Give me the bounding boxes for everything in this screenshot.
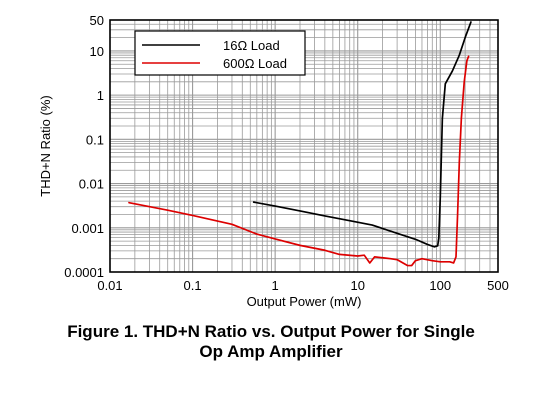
figure-caption-line-2: Op Amp Amplifier <box>199 342 343 361</box>
y-tick-label: 0.0001 <box>64 265 104 280</box>
x-tick-label: 1 <box>272 278 279 293</box>
x-tick-label: 0.1 <box>184 278 202 293</box>
x-tick-label: 100 <box>429 278 451 293</box>
legend-box <box>134 30 306 76</box>
y-tick-label: 1 <box>97 88 104 103</box>
series-layer <box>128 21 472 267</box>
tick-labels: 0.01 0.1 1 10 100 500 50 10 1 0.1 0.01 0.001 0.0001 <box>64 13 509 293</box>
y-tick-label: 10 <box>90 44 104 59</box>
plot-frame <box>109 19 499 273</box>
series-line-600ohm <box>128 55 470 267</box>
x-tick-label: 500 <box>487 278 509 293</box>
y-tick-label: 0.001 <box>71 221 104 236</box>
series-line-16ohm <box>252 21 472 248</box>
x-tick-label: 0.01 <box>97 278 122 293</box>
y-tick-label: 0.1 <box>86 132 104 147</box>
figure-caption-line-1: Figure 1. THD+N Ratio vs. Output Power f… <box>67 322 475 341</box>
legend-label-16ohm: 16Ω Load <box>223 38 280 53</box>
x-axis-title: Output Power (mW) <box>247 294 362 309</box>
y-axis-title: THD+N Ratio (%) <box>38 95 53 197</box>
figure-caption: Figure 1. THD+N Ratio vs. Output Power f… <box>0 322 542 362</box>
x-tick-label: 10 <box>350 278 364 293</box>
legend-label-600ohm: 600Ω Load <box>223 56 287 71</box>
legend: 16Ω Load 600Ω Load <box>134 30 306 76</box>
thd-n-chart: 0.01 0.1 1 10 100 500501010.10.010.0010.0001 … <box>38 13 509 309</box>
y-tick-label: 0.01 <box>79 177 104 192</box>
y-tick-label: 50 <box>90 13 104 28</box>
